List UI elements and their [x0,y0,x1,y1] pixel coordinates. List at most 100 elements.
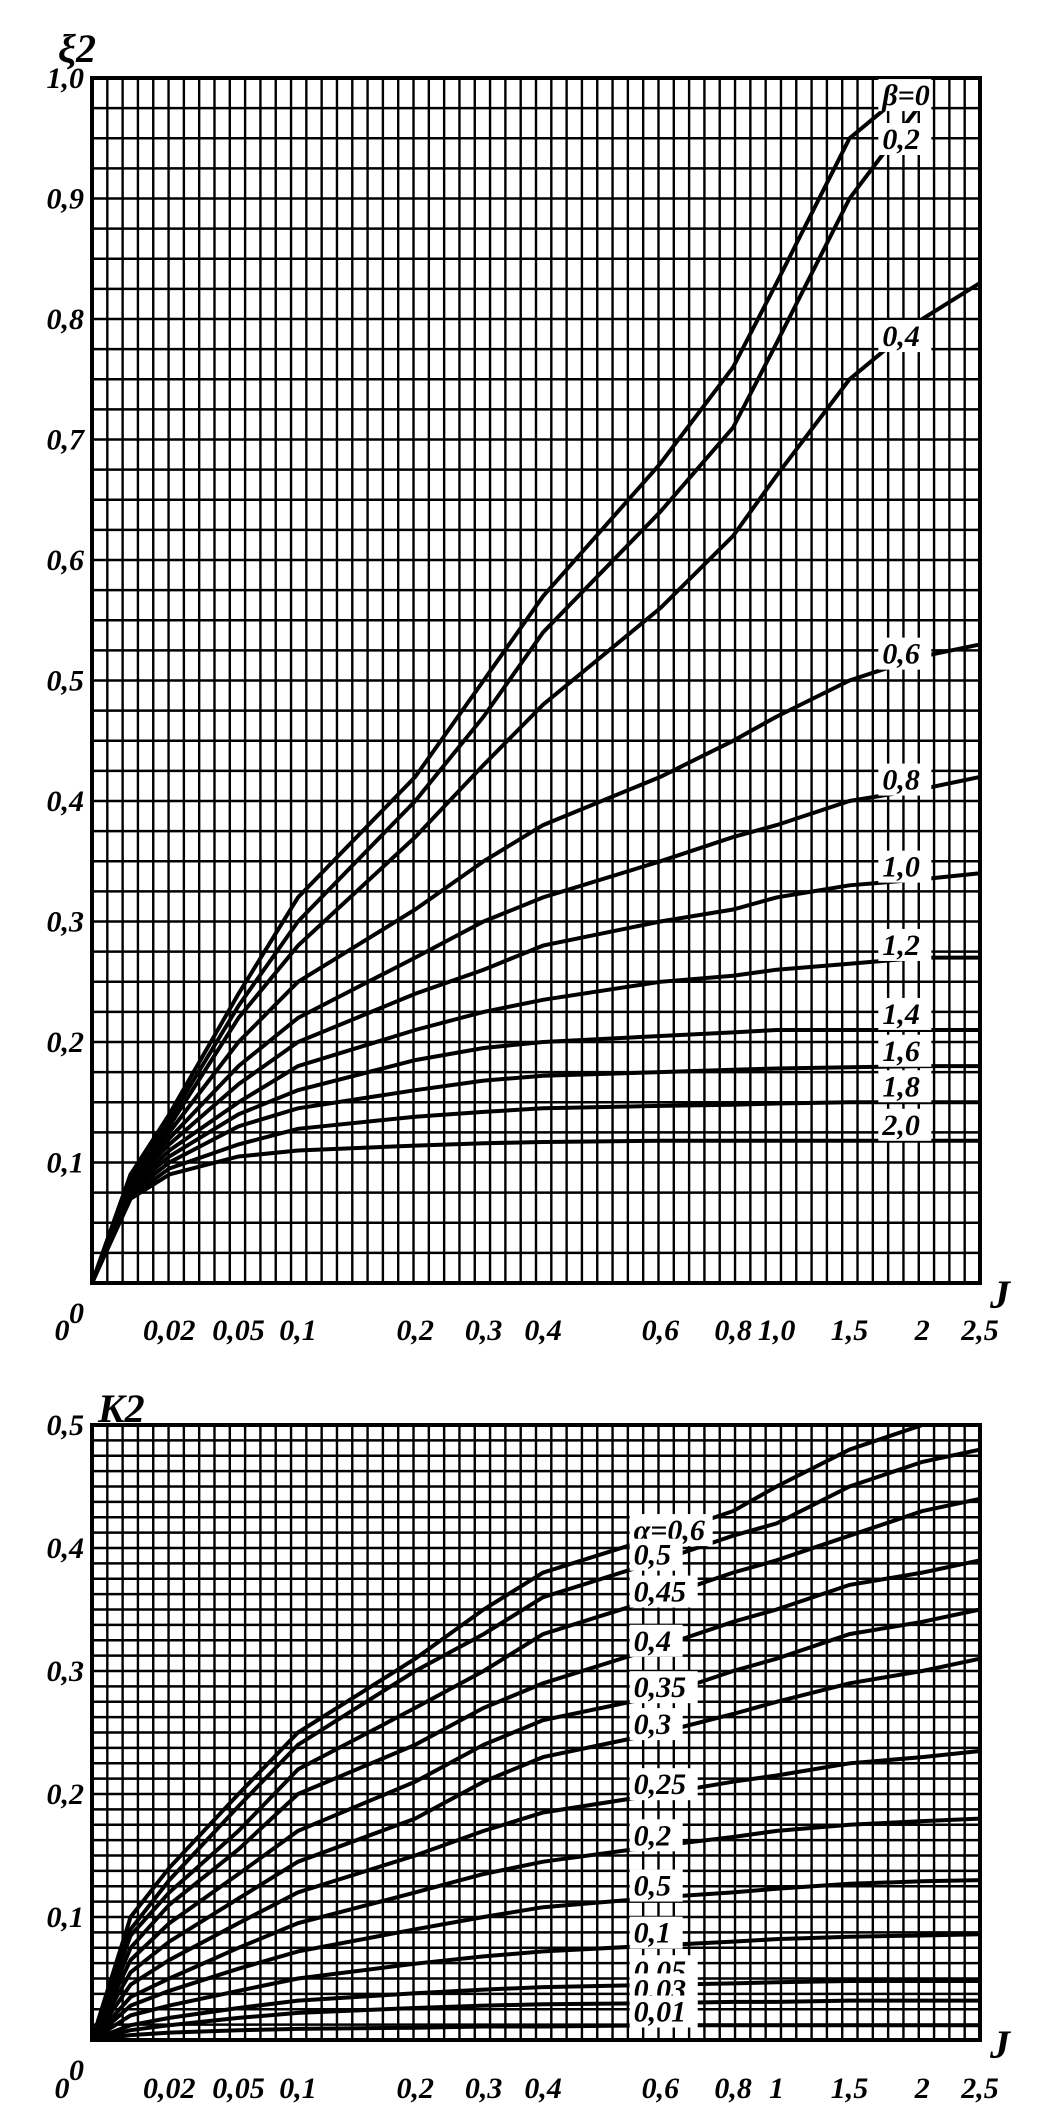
k2-curve-labels: α=0,60,50,450,40,350,30,250,20,50,10,050… [629,1514,713,2029]
curve-label-background [629,1768,698,1801]
curve-label-background [629,1995,698,2028]
curve-label: 0,1 [634,1917,672,1950]
x-tick-label: 0,4 [524,2072,562,2105]
xi2-y-axis-label: ξ2 [58,26,96,71]
curve-label: 2,0 [881,1109,920,1142]
y-tick-label: 0 [69,2054,84,2087]
curve-beta [90,100,924,1284]
y-tick-label: 0,1 [47,1147,85,1180]
k2-curves [90,1423,981,2042]
curve-label: 1,0 [882,851,920,884]
x-tick-label: 0,05 [212,2072,265,2105]
y-tick-label: 0,5 [47,1409,85,1442]
curve-label-background [629,1624,683,1657]
k2-y-tick-labels: 0,5 0,4 0,3 0,2 0,1 0 [47,1409,85,2087]
curve-label-background [629,1869,683,1902]
curve-label-background [878,123,932,156]
curve-alpha [90,1447,981,2041]
x-tick-label: 1,5 [831,2072,869,2105]
y-tick-label: 0,4 [47,1532,85,1565]
curve-label: 0,4 [634,1625,672,1658]
x-tick-label: 0,6 [642,1314,680,1347]
x-tick-label: 0,1 [279,2072,317,2105]
xi2-x-axis-label: J [989,1272,1012,1317]
curve-label: 0,01 [634,1996,687,2029]
x-tick-label: 0,1 [279,1314,317,1347]
curve-alpha [90,1496,981,2041]
x-tick-label: 0,8 [714,2072,752,2105]
x-tick-label: 0,02 [143,2072,196,2105]
k2-plot-frame [90,1423,982,2042]
curve-label: 1,4 [882,998,920,1031]
curve-label: 1,2 [882,929,920,962]
curve-alpha [90,1749,981,2042]
curve-label: 0,2 [882,123,920,156]
curve-alpha [90,1423,923,2041]
xi2-curve-labels: β=0 0,2 0,4 0,6 0,8 1,0 1,2 1,4 1,61,8 2,0 [878,79,932,1142]
y-tick-label: 0,2 [47,1026,85,1059]
curve-label-background [878,1070,932,1103]
curve-beta [90,76,924,1284]
y-tick-label: 0,3 [47,906,85,939]
curve-beta [90,1138,980,1284]
y-tick-label: 0,5 [47,665,85,698]
k2-chart: α=0,60,50,450,40,350,30,250,20,50,10,050… [47,1386,1013,2105]
curve-label: 1,6 [882,1035,920,1068]
y-tick-label: 0,6 [47,544,85,577]
curve-label: 0,8 [882,764,920,797]
curve-alpha [90,1878,981,2042]
x-tick-label: 0,3 [465,2072,503,2105]
xi2-curves [90,76,982,1284]
x-tick-label: 0,2 [396,1314,434,1347]
y-tick-label: 0,1 [47,1901,85,1934]
curve-label: 0,5 [634,1870,672,1903]
k2-y-axis-label: K2 [97,1386,145,1431]
x-tick-label: 0 [55,2072,70,2105]
curve-label-background [878,1108,932,1141]
xi2-y-tick-labels: 1,0 0,9 0,8 0,7 0,6 0,5 0,4 0,3 0,2 0,1 0 [47,62,86,1330]
curve-label: 0,5 [634,1539,672,1572]
y-tick-label: 0,2 [47,1778,85,1811]
curve-label: 0,6 [882,638,920,671]
x-tick-label: 1 [769,2072,784,2105]
curve-beta [90,1064,980,1284]
curve-alpha [90,1607,981,2041]
curve-label: 1,8 [882,1070,920,1103]
curve-label-background [878,320,932,353]
x-tick-label: 2 [914,1314,930,1347]
curve-label-background [629,1575,698,1608]
curve-beta [90,955,980,1284]
curve-beta [90,774,981,1284]
curve-label: 0,4 [882,320,920,353]
curve-beta [90,281,982,1284]
curve-alpha [90,1816,981,2042]
curve-label: 0,45 [634,1576,687,1609]
curve-label-background [878,1034,932,1067]
x-tick-label: 0,3 [465,1314,503,1347]
curve-alpha [90,1656,981,2041]
x-tick-label: 2,5 [960,2072,999,2105]
k2-x-tick-labels: 0 0,02 0,05 0,1 0,2 0,3 0,4 0,6 0,8 1 1,5 2 2,5 [55,2072,999,2105]
xi2-chart: β=00,20,40,60,81,01,21,41,61,82,0 1,00,9… [47,26,1013,1347]
x-tick-label: 1,0 [758,1314,796,1347]
x-tick-label: 1,5 [831,1314,869,1347]
curve-label-background [629,1916,683,1949]
curve-beta [90,1100,980,1284]
x-tick-label: 2,5 [960,1314,999,1347]
x-tick-label: 0,4 [524,1314,562,1347]
curve-alpha [90,1558,981,2041]
k2-grid [92,1425,980,2040]
curve-label-background [878,997,932,1030]
y-tick-label: 0,3 [47,1655,85,1688]
y-tick-label: 0,4 [47,785,85,818]
curve-label: 0,3 [634,1708,672,1741]
x-tick-label: 2 [914,2072,930,2105]
curve-label: 0,25 [634,1768,687,1801]
curve-beta [90,642,981,1284]
curve-label: 0,2 [634,1819,672,1852]
xi2-grid [92,78,980,1283]
curve-label-background [629,1671,698,1704]
x-tick-label: 0,6 [642,2072,680,2105]
curve-label-background [878,928,932,961]
